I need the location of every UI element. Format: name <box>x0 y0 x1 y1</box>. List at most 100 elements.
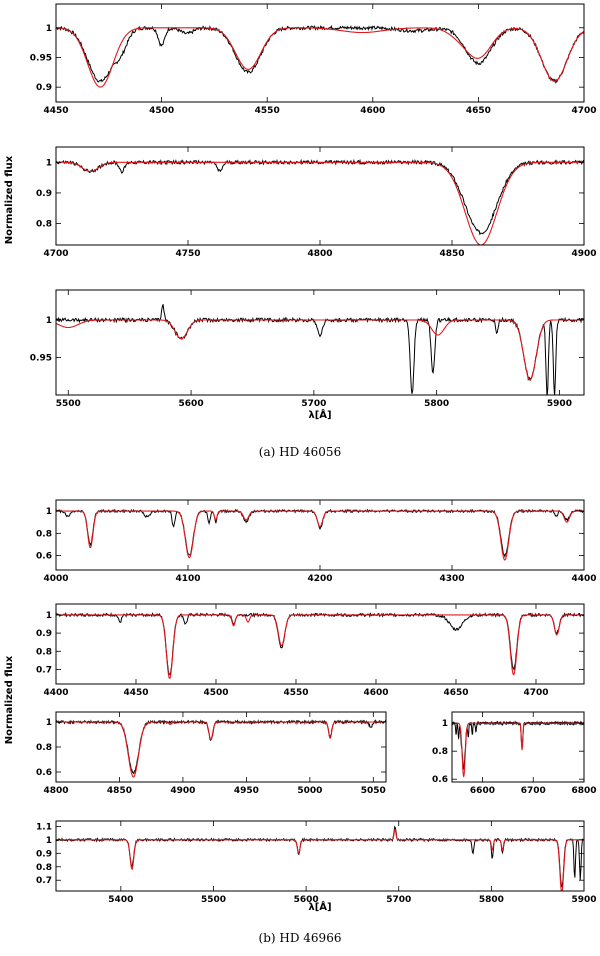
series-observed-b4 <box>452 720 584 771</box>
panel-a3: 5500 5600 5700 5800 5900 0.95 1 <box>30 289 585 409</box>
x-tick-label: 5000 <box>297 786 322 796</box>
y-tick-label: 0.9 <box>36 83 52 93</box>
ylabel-a: Normalized flux <box>4 155 15 244</box>
y-tick-label: 0.7 <box>36 665 52 675</box>
x-tick-label: 5400 <box>108 895 133 905</box>
y-tick-label: 0.9 <box>36 849 52 859</box>
x-tick-label: 4700 <box>523 688 548 698</box>
panel-a1: 4450 4500 4550 4600 4650 4700 0.9 0.95 1 <box>30 3 597 116</box>
y-tick-label: 0.95 <box>30 53 52 63</box>
y-tick-label: 1 <box>46 507 52 517</box>
x-tick-label: 5900 <box>547 399 572 409</box>
ylabel-b: Normalized flux <box>4 655 15 744</box>
x-tick-label: 4450 <box>123 688 148 698</box>
series-observed-a1 <box>56 24 584 84</box>
panel-b3: 4800 4850 4900 4950 5000 5050 0.6 0.8 1 <box>36 711 387 796</box>
y-tick-label: 0.6 <box>36 768 52 778</box>
y-tick-label: 1 <box>46 158 52 168</box>
series-model-b2 <box>56 614 584 680</box>
x-tick-label: 4800 <box>307 249 332 259</box>
plot-frame-b4 <box>451 711 585 783</box>
x-tick-label: 4450 <box>43 106 68 116</box>
y-tick-label: 0.9 <box>36 629 52 639</box>
y-tick-label: 0.9 <box>36 189 52 199</box>
y-tick-label: 1 <box>46 718 52 728</box>
y-tick-label: 1 <box>46 836 52 846</box>
series-model-b3 <box>56 721 386 778</box>
series-model-b4 <box>452 722 584 778</box>
y-tick-label: 0.8 <box>432 747 448 757</box>
x-tick-label: 4650 <box>466 106 491 116</box>
x-tick-label: 4200 <box>307 574 332 584</box>
spectrum-panels: 4450 4500 4550 4600 4650 4700 0.9 0.95 1 4700 4750… <box>30 3 597 905</box>
x-tick-label: 4500 <box>149 106 174 116</box>
y-tick-label: 0.6 <box>36 552 52 562</box>
x-tick-label: 4800 <box>43 786 68 796</box>
x-tick-label: 4900 <box>170 786 195 796</box>
series-model-b5 <box>56 829 584 891</box>
series-observed-a2 <box>56 158 584 236</box>
y-tick-label: 0.7 <box>36 876 52 886</box>
x-tick-label: 5600 <box>179 399 204 409</box>
x-tick-label: 4700 <box>43 249 68 259</box>
y-tick-label: 1 <box>442 719 448 729</box>
y-tick-label: 0.8 <box>36 743 52 753</box>
x-tick-label: 5050 <box>361 786 386 796</box>
panel-a2: 4700 4750 4800 4850 4900 0.8 0.9 1 <box>36 146 597 259</box>
series-model-b1 <box>56 510 584 561</box>
plot-frame-a3 <box>55 289 585 396</box>
x-tick-label: 4600 <box>360 106 385 116</box>
x-tick-label: 4400 <box>43 688 68 698</box>
x-tick-label: 6700 <box>521 786 546 796</box>
x-tick-label: 4550 <box>255 106 280 116</box>
y-tick-label: 1 <box>46 611 52 621</box>
series-observed-b1 <box>56 508 584 558</box>
x-tick-label: 4900 <box>571 249 596 259</box>
x-tick-label: 5900 <box>571 895 596 905</box>
series-observed-b3 <box>56 718 386 775</box>
caption-a: (a) HD 46056 <box>259 445 341 459</box>
panel-b2: 4400 4450 4500 4550 4600 4650 4700 0.7 0.8 0.9 1 <box>36 603 585 698</box>
x-tick-label: 4700 <box>571 106 596 116</box>
x-tick-label: 4600 <box>363 688 388 698</box>
panel-b4: 6600 6700 6800 0.6 0.8 1 <box>432 711 597 796</box>
x-tick-label: 4400 <box>571 574 596 584</box>
series-observed-a3 <box>56 304 584 395</box>
x-tick-label: 4000 <box>43 574 68 584</box>
y-tick-label: 0.8 <box>36 863 52 873</box>
xlabel-b: λ[Å] <box>308 900 331 913</box>
x-tick-label: 4300 <box>439 574 464 584</box>
panel-b1: 4000 4100 4200 4300 4400 0.6 0.8 1 <box>36 499 597 584</box>
x-tick-label: 4950 <box>234 786 259 796</box>
plot-frame-b5 <box>55 820 585 892</box>
caption-b: (b) HD 46966 <box>259 931 342 945</box>
x-tick-label: 4850 <box>107 786 132 796</box>
x-tick-label: 4500 <box>203 688 228 698</box>
x-tick-label: 6800 <box>571 786 596 796</box>
y-tick-label: 1 <box>46 316 52 326</box>
x-tick-label: 5500 <box>56 399 81 409</box>
series-observed-b2 <box>56 611 584 675</box>
x-tick-label: 5700 <box>386 895 411 905</box>
plot-frame-a1 <box>55 3 585 103</box>
plot-frame-b2 <box>55 603 585 685</box>
y-tick-label: 0.8 <box>36 220 52 230</box>
x-tick-label: 6600 <box>470 786 495 796</box>
y-tick-label: 1 <box>46 24 52 34</box>
y-tick-label: 0.8 <box>36 529 52 539</box>
x-tick-label: 4550 <box>283 688 308 698</box>
x-tick-label: 4100 <box>175 574 200 584</box>
y-tick-label: 0.6 <box>432 775 448 785</box>
y-tick-label: 1.1 <box>36 822 52 832</box>
x-tick-label: 4650 <box>443 688 468 698</box>
y-tick-label: 0.8 <box>36 647 52 657</box>
x-tick-label: 5500 <box>201 895 226 905</box>
series-model-a3 <box>56 319 584 381</box>
panel-b5: 5400 5500 5600 5700 5800 5900 0.7 0.8 0.9 1 1.1 <box>36 820 597 905</box>
x-tick-label: 5800 <box>424 399 449 409</box>
series-model-a2 <box>56 161 584 245</box>
x-tick-label: 4850 <box>439 249 464 259</box>
x-tick-label: 5700 <box>301 399 326 409</box>
series-model-a1 <box>56 27 584 88</box>
